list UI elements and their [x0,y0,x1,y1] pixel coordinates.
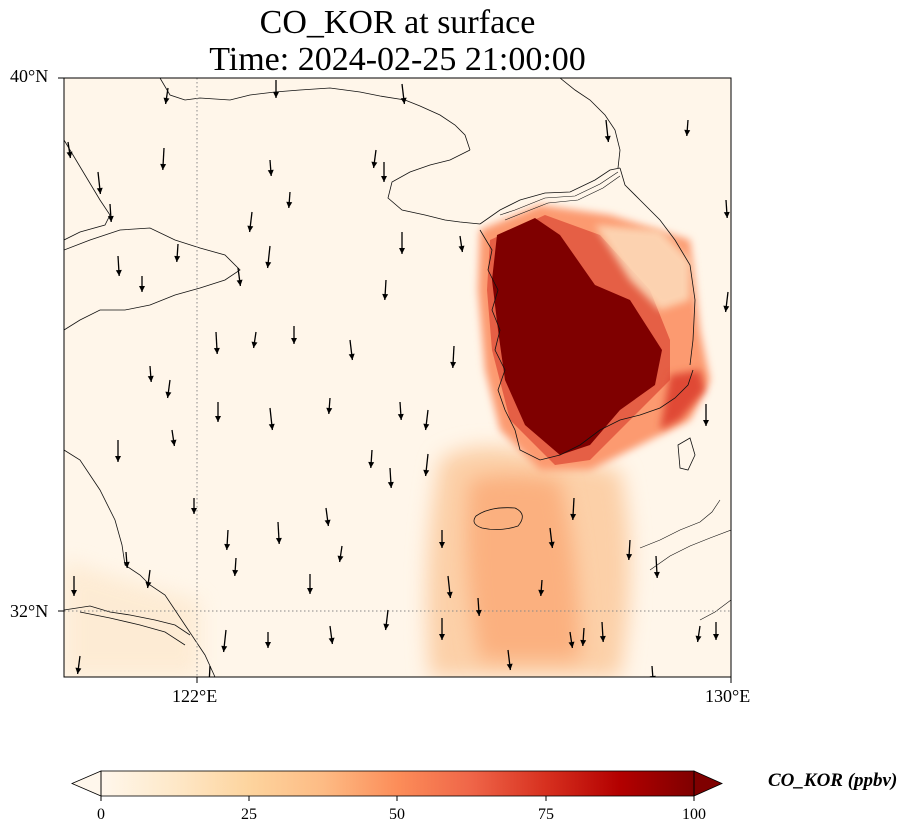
wind-arrow-head [71,590,77,596]
wind-arrow-head [423,423,430,430]
wind-arrow-head [439,542,445,548]
wind-arrow-head [723,211,730,218]
wind-arrow-head [506,663,513,670]
wind-arrow-head [291,338,297,344]
wind-arrow-head [383,623,390,630]
wind-arrow-head [96,187,103,194]
wind-arrow-head [123,561,130,568]
wind-arrows [66,80,730,688]
wind-arrow-head [160,163,167,170]
wind-arrow-head [307,588,313,594]
wind-arrow-head [236,279,243,286]
wind-arrow-head [107,215,114,222]
wind-arrow-head [381,176,387,182]
wind-arrow-head [221,645,228,652]
wind-arrow-head [115,269,122,276]
wind-arrow-head [267,169,274,176]
wind-arrow-head [174,255,181,262]
wind-arrow-head [399,248,405,254]
wind-arrow-head [684,129,691,136]
wind-arrow-head [232,569,239,576]
wind-arrow-head [397,413,404,420]
wind-arrow-head [275,537,282,544]
wind-arrow-head [324,519,331,526]
wind-arrow-head [286,201,293,208]
wind-arrow-shaft [651,665,654,677]
wind-arrow-head [599,635,606,642]
wind-arrow-head [215,416,221,422]
wind-arrow-head [337,555,344,562]
wind-arrow-head [570,513,577,520]
colorbar-gradient [101,771,694,796]
coastlines [64,78,731,677]
wind-arrow-head [265,642,271,648]
wind-arrow-head [165,391,172,398]
wind-arrow-head [446,591,453,598]
wind-arrow-head [147,375,154,382]
wind-arrow-head [348,353,355,360]
wind-arrow-head [713,634,719,640]
lat-label-32n: 32°N [10,601,49,621]
wind-arrow-head [653,571,660,578]
wind-arrow-head [66,151,73,158]
wind-arrow-head [382,293,389,300]
wind-arrow-shaft [208,665,211,677]
colorbar-tick-0: 0 [97,806,105,823]
wind-arrow-head [387,481,394,488]
co-concentration-field [64,205,710,677]
wind-arrow-head [723,305,730,312]
gridlines [64,78,731,677]
wind-arrow-head [268,423,275,430]
wind-arrow-head [703,420,709,426]
wind-arrow-head [568,641,575,648]
wind-arrow-head [548,541,555,548]
colorbar-tick-25: 25 [241,806,257,823]
wind-arrow-head [326,407,333,414]
wind-arrow-head [273,92,279,98]
wind-arrow-head [580,639,587,646]
colorbar [70,770,723,801]
wind-arrow-head [224,543,231,550]
map-frame [63,77,732,678]
lat-label-40n: 40°N [10,66,49,86]
wind-arrow-head [191,508,197,514]
wind-arrow-head [145,581,152,588]
colorbar-max-extend [693,770,723,797]
map-panel [64,78,731,688]
wind-arrow-head [265,261,272,268]
wind-arrow-head [371,161,378,168]
wind-arrow-head [115,456,121,462]
wind-arrow-head [400,97,407,104]
colorbar-min-extend [70,770,102,797]
colorbar-tick-75: 75 [538,806,554,823]
wind-arrow-head [170,439,177,446]
colorbar-tick-50: 50 [389,806,405,823]
wind-arrow-head [163,97,170,104]
wind-arrow-head [439,634,445,640]
wind-arrow-head [423,469,430,476]
wind-arrow-head [139,286,145,292]
wind-arrow-head [213,347,220,354]
wind-arrow-head [251,341,258,348]
lon-label-130e: 130°E [705,686,751,706]
wind-arrow-head [695,635,702,642]
wind-arrow-head [450,361,457,368]
colorbar-tick-100: 100 [682,806,706,823]
wind-arrow-head [75,667,82,674]
wind-arrow-head [458,245,465,252]
colorbar-label: CO_KOR (ppbv) [768,770,898,791]
map-title-line1: CO_KOR at surface [259,4,536,41]
wind-arrow-head [626,553,633,560]
wind-arrow-head [475,609,482,616]
map-title-line2: Time: 2024-02-25 21:00:00 [209,41,586,78]
wind-arrow-head [328,637,335,644]
wind-arrow-head [247,225,254,232]
wind-arrow-head [604,135,611,142]
wind-arrow-head [368,461,375,468]
wind-arrow-head [538,589,545,596]
lon-label-122e: 122°E [172,686,218,706]
wind-arrow-head [206,682,212,688]
axis-ticks [58,77,732,683]
